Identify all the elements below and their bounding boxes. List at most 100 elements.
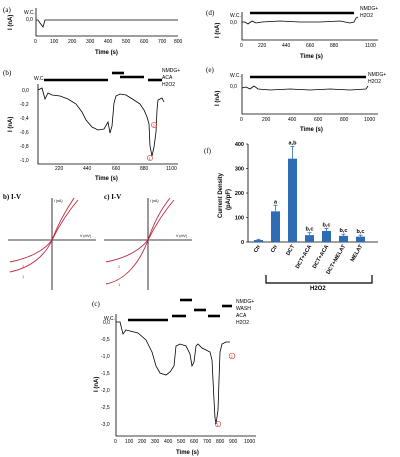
ytick: -0,8 <box>20 144 29 150</box>
xtick: 100 <box>50 39 59 45</box>
panel-b-mark1-text: 1 <box>149 156 152 161</box>
xtick: 300 <box>151 439 160 445</box>
xtick: 100 <box>125 439 134 445</box>
iv-c-mark2: 2 <box>118 264 121 269</box>
bar <box>288 158 297 242</box>
ytick-label: 0 <box>241 240 244 246</box>
panel-c-ylabel: I (nA) <box>94 377 100 392</box>
xtick-label: DCT+ACA <box>295 244 313 270</box>
xtick: 200 <box>138 439 147 445</box>
iv-c-curve2 <box>105 199 175 263</box>
iv-b-xlabel: V (mV) <box>80 234 91 238</box>
xtick: 1100 <box>166 166 177 172</box>
panel-c-xticks: 0 100 200 300 400 500 600 700 800 900 10… <box>114 439 255 445</box>
xtick: 400 <box>104 39 113 45</box>
ytick: -1,0 <box>101 354 110 360</box>
xtick: 200 <box>262 117 271 123</box>
panel-f-chart: (f) Current Density (pA/pF) 0 100 200 300 40… <box>204 140 378 292</box>
panel-d-xticks: 0 220 440 660 880 1100 <box>240 43 376 49</box>
iv-b-mark1: 1 <box>22 274 25 279</box>
panel-b-mark2-text: 2 <box>153 123 156 128</box>
panel-b-t2: ACA <box>162 75 173 81</box>
panel-b: (b) W.C. NMDG+ ACA H2O2 I (nA) 0,0 -0,2 … <box>3 68 180 182</box>
xtick: 600 <box>190 439 199 445</box>
panel-f-group-bracket <box>265 275 373 284</box>
panel-c-yticks: 0,0 -0,5 -1,0 -1,5 -2,0 -2,5 -3,0 <box>101 320 110 428</box>
bar-annotation: b,c <box>306 227 314 233</box>
xtick: 660 <box>306 43 315 49</box>
panel-c-axes <box>115 314 256 437</box>
xtick: 600 <box>314 117 323 123</box>
xtick: 200 <box>68 39 77 45</box>
panel-e-trace <box>241 85 369 91</box>
panel-c-t4: H2O2 <box>236 320 249 326</box>
panel-d: (d) W.C. NMDG+ H2O2 0,0 I (nA) 0 220 440… <box>206 6 378 60</box>
xtick: 880 <box>330 43 339 49</box>
panel-e-t1: NMDG+ <box>368 72 386 78</box>
panel-c-trace <box>116 321 230 425</box>
panel-f-yticks: 0 100 200 300 400 <box>235 142 248 246</box>
panel-e-xticks: 0 200 400 600 800 1000 <box>240 117 375 123</box>
panel-c: (c) W.C. NMDG+ WASH ACA H2O2 I (nA) 0,0 … <box>92 298 256 456</box>
ytick: -1,0 <box>20 158 29 164</box>
panel-d-trace <box>242 16 359 25</box>
bar-annotation: b,c <box>323 223 331 229</box>
ytick: -0,5 <box>101 337 110 343</box>
panel-b-mark1 <box>147 155 153 161</box>
panel-a-wc: W.C. <box>24 10 35 16</box>
panel-a-trace <box>36 19 178 28</box>
xtick: 1000 <box>364 117 375 123</box>
xtick: 800 <box>216 439 225 445</box>
xtick: 400 <box>288 117 297 123</box>
ytick: 0,0 <box>103 320 110 326</box>
ytick-label: 400 <box>235 142 244 148</box>
bar <box>271 211 280 242</box>
panel-c-t3: ACA <box>236 313 247 319</box>
iv-c-xlabel: V (mV) <box>176 234 187 238</box>
iv-b-label: b) I-V <box>3 193 21 201</box>
panel-d-label: (d) <box>206 9 215 17</box>
xtick-label: MELAT <box>350 243 365 263</box>
xtick: 440 <box>83 166 92 172</box>
panel-d-ytick: 0,0 <box>230 20 237 26</box>
panel-a-xticks: 0 100 200 300 400 500 600 700 800 <box>34 39 183 45</box>
panel-c-t1: NMDG+ <box>236 299 254 305</box>
bar-annotation: a,b <box>289 140 298 146</box>
xtick: 440 <box>282 43 291 49</box>
panel-b-yticks: 0,0 -0,2 -0,4 -0,6 -0,8 -1,0 <box>20 88 29 164</box>
bar <box>322 230 331 242</box>
panel-b-mark2 <box>151 122 157 128</box>
xtick: 220 <box>55 166 64 172</box>
panel-c-xlabel: Time (s) <box>176 450 199 456</box>
panel-d-t2: H2O2 <box>360 13 373 19</box>
xtick: 300 <box>86 39 95 45</box>
panel-c-mark1 <box>214 420 222 428</box>
panel-f-group-label: H2O2 <box>310 286 326 292</box>
xtick: 1000 <box>244 439 255 445</box>
xtick-label: Ctr <box>253 243 263 254</box>
iv-c-mark1: 1 <box>118 282 121 287</box>
panel-e-t2: H2O2 <box>368 79 381 85</box>
panel-c-wc: W.C. <box>104 316 115 322</box>
panel-b-ylabel: I (nA) <box>8 117 14 132</box>
xtick: 900 <box>229 439 238 445</box>
xtick: 500 <box>177 439 186 445</box>
bar-annotation: b,c <box>357 229 365 235</box>
iv-c-label: c) I-V <box>104 193 121 201</box>
panel-e-axes <box>241 74 378 115</box>
bar <box>339 235 348 242</box>
xtick: 220 <box>258 43 267 49</box>
ytick: -0,4 <box>20 116 29 122</box>
ytick: 0,0 <box>22 88 29 94</box>
panel-a-xlabel: Time (s) <box>95 50 118 56</box>
xtick: 0 <box>114 439 117 445</box>
panel-f-ylabel-1: Current Density <box>218 172 224 218</box>
iv-b-curve2 <box>9 199 79 263</box>
iv-c-curve1 <box>105 197 171 285</box>
xtick: 400 <box>164 439 173 445</box>
panel-b-label: (b) <box>3 69 12 77</box>
xtick: 500 <box>122 39 131 45</box>
iv-b-mark2: 2 <box>22 264 25 269</box>
panel-b-axes <box>37 84 178 165</box>
